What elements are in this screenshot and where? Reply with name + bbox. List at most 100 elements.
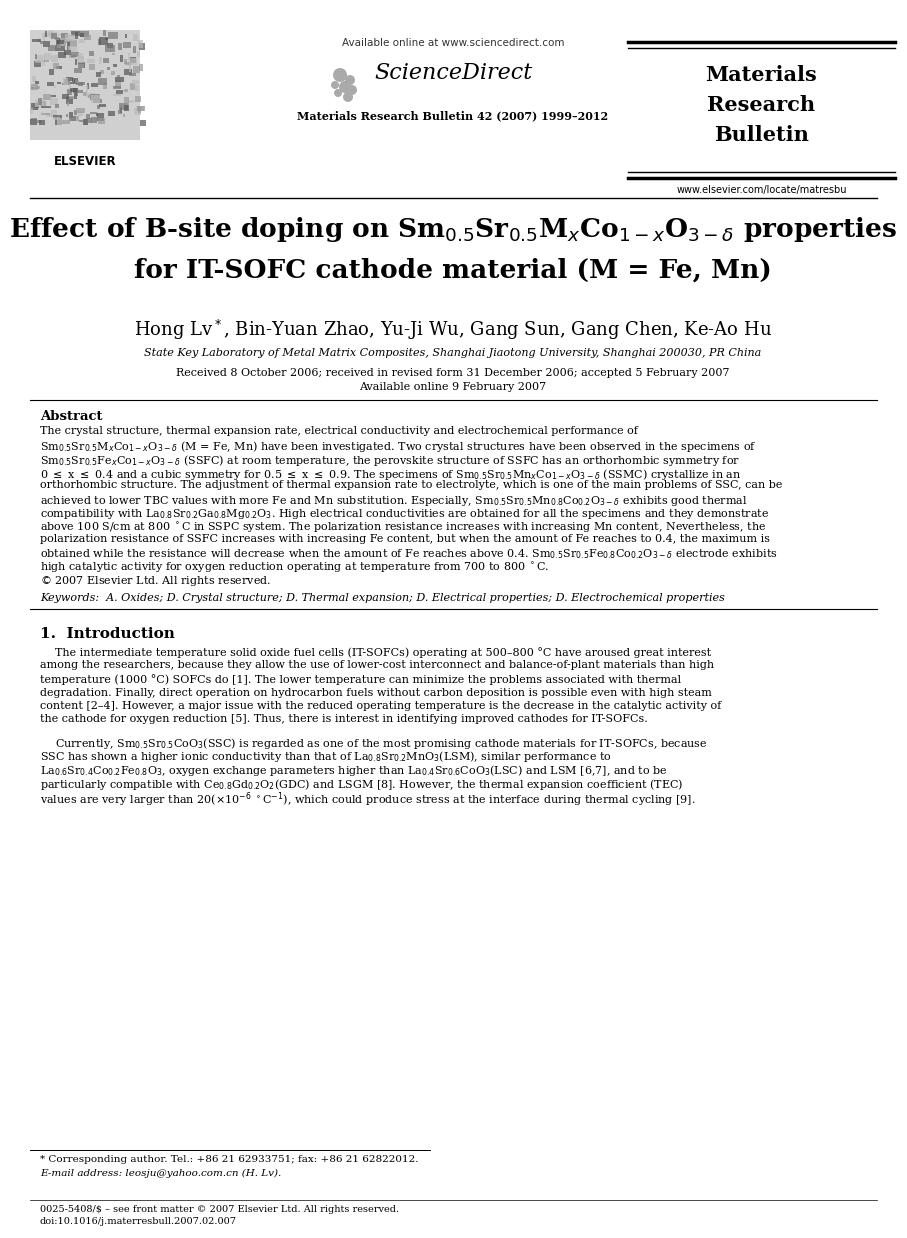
Bar [65, 77, 73, 80]
Bar [123, 97, 129, 105]
Bar [78, 62, 85, 68]
Bar [44, 59, 49, 62]
Text: the cathode for oxygen reduction [5]. Thus, there is interest in identifying imp: the cathode for oxygen reduction [5]. Th… [40, 714, 648, 724]
Bar [30, 119, 37, 125]
Text: degradation. Finally, direct operation on hydrocarbon fuels without carbon depos: degradation. Finally, direct operation o… [40, 687, 712, 697]
Bar [95, 73, 101, 77]
Bar [57, 118, 62, 125]
Bar [32, 40, 41, 42]
Text: 0 $\leq$ x $\leq$ 0.4 and a cubic symmetry for 0.5 $\leq$ x $\leq$ 0.9. The spec: 0 $\leq$ x $\leq$ 0.4 and a cubic symmet… [40, 467, 741, 482]
Bar [46, 114, 52, 116]
Bar [112, 71, 115, 76]
Bar [70, 82, 77, 84]
Bar [76, 82, 85, 84]
Bar [48, 31, 54, 36]
Text: ELSEVIER: ELSEVIER [54, 155, 116, 168]
Text: above 100 S/cm at 800 $^\circ$C in SSPC system. The polarization resistance incr: above 100 S/cm at 800 $^\circ$C in SSPC … [40, 520, 766, 535]
Bar [49, 69, 54, 74]
Bar [75, 32, 78, 38]
Text: La$_{0.6}$Sr$_{0.4}$Co$_{0.2}$Fe$_{0.8}$O$_3$, oxygen exchange parameters higher: La$_{0.6}$Sr$_{0.4}$Co$_{0.2}$Fe$_{0.8}$… [40, 763, 668, 777]
Bar [67, 89, 72, 95]
Bar [98, 40, 101, 46]
Bar [44, 52, 51, 59]
Bar [69, 56, 75, 58]
Bar [124, 68, 132, 76]
Bar [74, 80, 77, 83]
Bar [105, 45, 114, 52]
Bar [65, 33, 75, 41]
Text: The intermediate temperature solid oxide fuel cells (IT-SOFCs) operating at 500–: The intermediate temperature solid oxide… [55, 647, 711, 657]
Text: Abstract: Abstract [40, 410, 102, 423]
Bar [55, 46, 65, 51]
Circle shape [343, 92, 353, 102]
Bar [75, 79, 79, 83]
Bar [35, 100, 44, 106]
Bar [85, 114, 90, 119]
Bar [83, 119, 88, 125]
Text: Available online at www.sciencedirect.com: Available online at www.sciencedirect.co… [342, 38, 564, 48]
Bar [117, 74, 120, 80]
Bar [35, 56, 44, 63]
Bar [77, 56, 84, 59]
Bar [86, 83, 89, 89]
Bar [118, 43, 122, 50]
Bar [79, 120, 83, 121]
Bar [135, 84, 139, 90]
Bar [80, 31, 89, 37]
Bar [123, 42, 131, 47]
Text: State Key Laboratory of Metal Matrix Composites, Shanghai Jiaotong University, S: State Key Laboratory of Metal Matrix Com… [144, 348, 762, 358]
Text: Bulletin: Bulletin [714, 125, 809, 145]
Text: doi:10.1016/j.materresbull.2007.02.007: doi:10.1016/j.materresbull.2007.02.007 [40, 1217, 237, 1226]
Bar [78, 82, 83, 87]
Bar [103, 83, 107, 89]
Bar [103, 31, 106, 36]
Text: Research: Research [707, 95, 815, 115]
Circle shape [339, 80, 351, 93]
Bar [71, 52, 79, 57]
Bar [73, 110, 77, 115]
Text: E-mail address: leosju@yahoo.com.cn (H. Lv).: E-mail address: leosju@yahoo.com.cn (H. … [40, 1169, 281, 1179]
Bar [98, 119, 105, 124]
Bar [100, 71, 103, 74]
Bar [78, 90, 83, 93]
Text: Materials Research Bulletin 42 (2007) 1999–2012: Materials Research Bulletin 42 (2007) 19… [297, 110, 609, 121]
Bar [97, 114, 104, 121]
Bar [48, 45, 56, 51]
Bar [108, 32, 118, 38]
Bar [67, 40, 77, 47]
Text: temperature (1000 °C) SOFCs do [1]. The lower temperature can minimize the probl: temperature (1000 °C) SOFCs do [1]. The … [40, 673, 681, 685]
Bar [32, 76, 35, 82]
Bar [74, 59, 77, 64]
Bar [85, 85, 88, 93]
Bar [31, 87, 34, 89]
Bar [93, 99, 102, 103]
Bar [138, 40, 143, 48]
Text: The crystal structure, thermal expansion rate, electrical conductivity and elect: The crystal structure, thermal expansion… [40, 426, 638, 436]
Bar [63, 38, 71, 43]
Bar [31, 118, 36, 124]
Text: Received 8 October 2006; received in revised form 31 December 2006; accepted 5 F: Received 8 October 2006; received in rev… [176, 368, 730, 378]
Text: 1.  Introduction: 1. Introduction [40, 626, 175, 641]
Bar [109, 110, 114, 116]
Text: Effect of B-site doping on Sm$_{0.5}$Sr$_{0.5}$M$_x$Co$_{1-x}$O$_{3-\delta}$ pro: Effect of B-site doping on Sm$_{0.5}$Sr$… [9, 215, 897, 244]
Bar [112, 94, 121, 97]
Bar [99, 59, 101, 63]
Bar [56, 38, 60, 46]
Text: among the researchers, because they allow the use of lower-cost interconnect and: among the researchers, because they allo… [40, 661, 714, 671]
Text: Sm$_{0.5}$Sr$_{0.5}$Fe$_x$Co$_{1-x}$O$_{3-\delta}$ (SSFC) at room temperature, t: Sm$_{0.5}$Sr$_{0.5}$Fe$_x$Co$_{1-x}$O$_{… [40, 453, 740, 468]
Bar [75, 108, 85, 113]
Text: Available online 9 February 2007: Available online 9 February 2007 [359, 383, 547, 392]
Bar [83, 119, 88, 125]
Text: Hong Lv$^*$, Bin-Yuan Zhao, Yu-Ji Wu, Gang Sun, Gang Chen, Ke-Ao Hu: Hong Lv$^*$, Bin-Yuan Zhao, Yu-Ji Wu, Ga… [134, 318, 772, 342]
Bar [100, 78, 102, 85]
Text: achieved to lower TBC values with more Fe and Mn substitution. Especially, Sm$_{: achieved to lower TBC values with more F… [40, 494, 747, 508]
Bar [37, 40, 40, 42]
Bar [30, 108, 33, 114]
Text: * Corresponding author. Tel.: +86 21 62933751; fax: +86 21 62822012.: * Corresponding author. Tel.: +86 21 629… [40, 1155, 418, 1164]
Bar [139, 63, 143, 71]
Bar [99, 104, 106, 106]
Bar [86, 93, 94, 97]
Bar [113, 85, 121, 89]
Bar [64, 51, 71, 54]
Bar [62, 33, 68, 38]
